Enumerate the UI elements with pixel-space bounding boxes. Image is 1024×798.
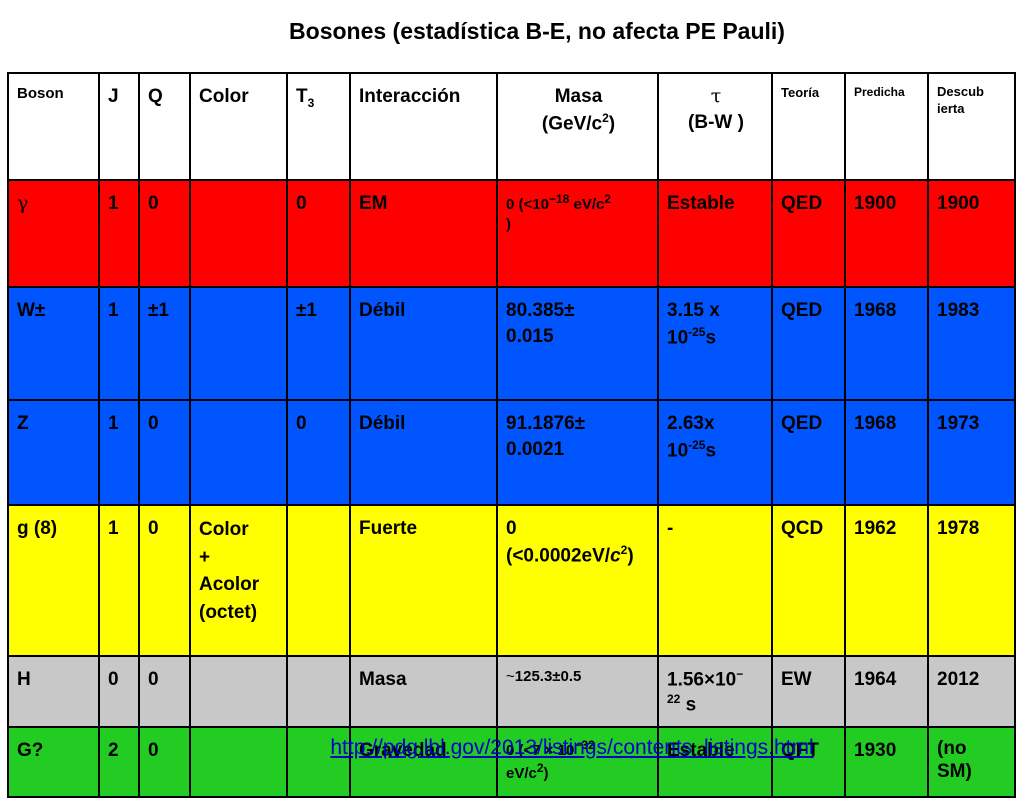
- cell-j: 1: [98, 179, 140, 288]
- header-descubierta: Descub ierta: [927, 72, 1016, 181]
- row-photon: γ 1 0 0 EM 0 (<10−18 eV/c2 ) Estable QED…: [7, 179, 1016, 288]
- header-interaccion: Interacción: [349, 72, 498, 181]
- cell-teoria: EW: [771, 655, 846, 728]
- cell-predicha: 1968: [844, 286, 929, 401]
- cell-teoria: QED: [771, 286, 846, 401]
- cell-interaccion: Fuerte: [349, 504, 498, 657]
- header-predicha: Predicha: [844, 72, 929, 181]
- row-z-boson: Z 1 0 0 Débil 91.1876± 0.0021 2.63x 10-25s…: [7, 399, 1016, 506]
- row-higgs: H 0 0 Masa ~125.3±0.5 1.56×10− 22 s EW 19…: [7, 655, 1016, 728]
- header-tau: τ (B-W ): [657, 72, 773, 181]
- cell-boson: g (8): [7, 504, 100, 657]
- cell-masa: 80.385± 0.015: [496, 286, 659, 401]
- cell-boson: Z: [7, 399, 100, 506]
- cell-tau: -: [657, 504, 773, 657]
- cell-boson: H: [7, 655, 100, 728]
- cell-j: 0: [98, 655, 140, 728]
- header-j: J: [98, 72, 140, 181]
- header-row: Boson J Q Color T3 Interacción Masa (GeV/…: [7, 72, 1016, 181]
- cell-color: [189, 286, 288, 401]
- cell-t3: ±1: [286, 286, 351, 401]
- bosons-table: Boson J Q Color T3 Interacción Masa (GeV/…: [7, 72, 1016, 798]
- cell-predicha: 1964: [844, 655, 929, 728]
- cell-descubierta: 1983: [927, 286, 1016, 401]
- cell-tau: Estable: [657, 179, 773, 288]
- cell-t3: [286, 504, 351, 657]
- header-teoria: Teoría: [771, 72, 846, 181]
- header-color: Color: [189, 72, 288, 181]
- cell-q: 0: [138, 655, 191, 728]
- cell-color: Color + Acolor (octet): [189, 504, 288, 657]
- header-q: Q: [138, 72, 191, 181]
- cell-masa: 0 (<0.0002eV/c2): [496, 504, 659, 657]
- cell-tau: 3.15 x 10-25s: [657, 286, 773, 401]
- header-boson: Boson: [7, 72, 100, 181]
- cell-descubierta: 2012: [927, 655, 1016, 728]
- cell-q: ±1: [138, 286, 191, 401]
- cell-boson: γ: [7, 179, 100, 288]
- cell-interaccion: EM: [349, 179, 498, 288]
- cell-predicha: 1962: [844, 504, 929, 657]
- cell-tau: 2.63x 10-25s: [657, 399, 773, 506]
- cell-interaccion: Masa: [349, 655, 498, 728]
- cell-q: 0: [138, 179, 191, 288]
- cell-color: [189, 655, 288, 728]
- row-w-boson: W± 1 ±1 ±1 Débil 80.385± 0.015 3.15 x 10-2…: [7, 286, 1016, 401]
- cell-predicha: 1900: [844, 179, 929, 288]
- pdg-link[interactable]: http://pdg.lbl.gov/2013/listings/content…: [330, 736, 814, 759]
- cell-color: [189, 399, 288, 506]
- cell-descubierta: 1973: [927, 399, 1016, 506]
- header-t3: T3: [286, 72, 351, 181]
- cell-tau: 1.56×10− 22 s: [657, 655, 773, 728]
- page-title: Bosones (estadística B-E, no afecta PE P…: [289, 18, 785, 44]
- cell-color: [189, 179, 288, 288]
- cell-interaccion: Débil: [349, 286, 498, 401]
- cell-predicha: 1968: [844, 399, 929, 506]
- cell-masa: 91.1876± 0.0021: [496, 399, 659, 506]
- cell-teoria: QCD: [771, 504, 846, 657]
- cell-t3: 0: [286, 179, 351, 288]
- row-gluon: g (8) 1 0 Color + Acolor (octet) Fuerte 0 (<…: [7, 504, 1016, 657]
- cell-teoria: QED: [771, 179, 846, 288]
- cell-q: 0: [138, 504, 191, 657]
- cell-j: 1: [98, 504, 140, 657]
- cell-t3: [286, 655, 351, 728]
- cell-j: 1: [98, 399, 140, 506]
- cell-j: 1: [98, 286, 140, 401]
- cell-descubierta: 1978: [927, 504, 1016, 657]
- cell-q: 0: [138, 399, 191, 506]
- cell-descubierta: 1900: [927, 179, 1016, 288]
- cell-masa: ~125.3±0.5: [496, 655, 659, 728]
- cell-boson: W±: [7, 286, 100, 401]
- cell-masa: 0 (<10−18 eV/c2 ): [496, 179, 659, 288]
- cell-teoria: QED: [771, 399, 846, 506]
- header-masa: Masa (GeV/c2): [496, 72, 659, 181]
- cell-interaccion: Débil: [349, 399, 498, 506]
- cell-t3: 0: [286, 399, 351, 506]
